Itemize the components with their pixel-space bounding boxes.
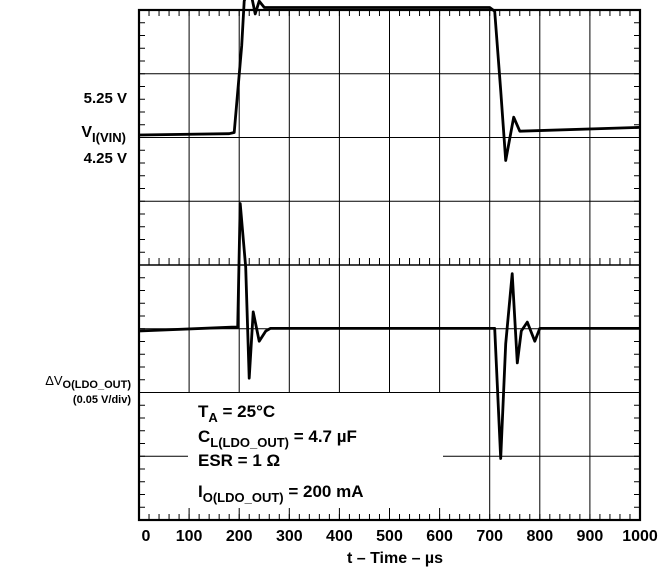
x-tick-label: 100: [176, 528, 203, 545]
x-tick-label: 500: [376, 528, 403, 545]
x-tick-labels: 0 100 200 300 400 500 600 700 800 900 1000: [142, 528, 658, 545]
top-label-low: 4.25 V: [84, 150, 127, 167]
annotation-temperature: TA = 25°C: [198, 402, 275, 425]
annotation-current: IO(LDO_OUT) = 200 mA: [198, 482, 363, 505]
x-tick-label: 200: [226, 528, 253, 545]
traces: [138, 0, 641, 460]
vout-trace: [138, 202, 640, 460]
x-tick-label: 800: [526, 528, 553, 545]
top-label-high: 5.25 V: [84, 90, 127, 107]
top-label-main: VI(VIN): [81, 124, 126, 145]
x-tick-label: 1000: [622, 528, 658, 545]
x-tick-label: 900: [577, 528, 604, 545]
bottom-label-scale: (0.05 V/div): [73, 394, 131, 406]
bottom-label-main: ΔVO(LDO_OUT): [45, 373, 131, 391]
x-tick-label: 700: [476, 528, 503, 545]
x-tick-label: 300: [276, 528, 303, 545]
annotation-esr: ESR = 1 Ω: [198, 451, 280, 470]
x-tick-label: 0: [142, 528, 151, 545]
x-tick-label: 600: [426, 528, 453, 545]
x-tick-label: 400: [326, 528, 353, 545]
annotation-capacitance: CL(LDO_OUT) = 4.7 µF: [198, 427, 357, 450]
annotation-background: [188, 393, 443, 508]
x-axis-label: t – Time – µs: [347, 550, 443, 567]
vin-trace: [138, 0, 641, 162]
